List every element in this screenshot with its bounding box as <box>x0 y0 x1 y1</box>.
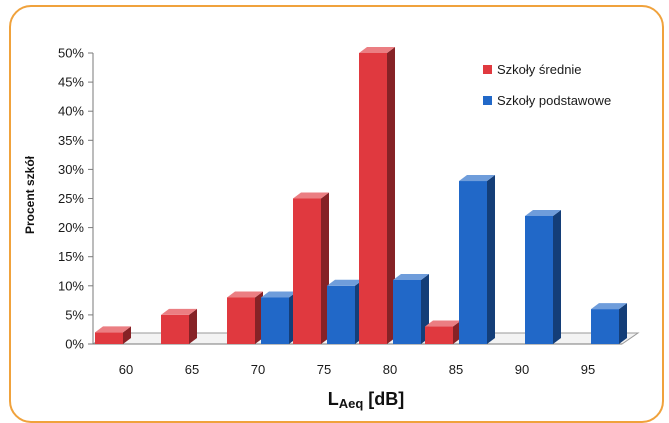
legend-item: Szkoły średnie <box>483 62 582 77</box>
bars <box>95 47 627 344</box>
x-tick-label: 90 <box>515 362 529 377</box>
bar-front <box>95 332 123 344</box>
bar-front <box>327 285 355 344</box>
y-tick-label: 0% <box>65 337 84 352</box>
y-tick-label: 20% <box>58 220 84 235</box>
x-axis-label: LAeq [dB] <box>328 389 405 411</box>
x-tick-label: 75 <box>317 362 331 377</box>
y-tick-label: 35% <box>58 133 84 148</box>
x-tick-label: 70 <box>251 362 265 377</box>
y-tick-label: 50% <box>58 46 84 61</box>
bar-top <box>293 192 329 199</box>
bar-top <box>525 209 561 216</box>
bar-top <box>359 47 395 53</box>
x-axis-label-sub: Aeq <box>339 396 364 411</box>
bar-side <box>487 175 495 344</box>
bar-top <box>459 175 495 182</box>
y-tick-label: 15% <box>58 249 84 264</box>
bar-szkoly-srednie <box>227 291 263 344</box>
bar-top <box>261 291 297 298</box>
y-tick-label: 45% <box>58 75 84 90</box>
x-axis-ticks: 60 65 70 75 80 85 90 95 <box>119 362 595 377</box>
bar-front <box>227 297 255 344</box>
legend: Szkoły średnie Szkoły podstawowe <box>483 62 611 108</box>
bar-front <box>591 309 619 344</box>
bar-szkoly-srednie <box>161 308 197 344</box>
y-tick-label: 30% <box>58 162 84 177</box>
bar-side <box>189 308 197 344</box>
y-axis: 0% 5% 10% 15% 20% 25% 30% 35% 40% 45% 50% <box>58 46 622 352</box>
y-tick-label: 5% <box>65 307 84 322</box>
x-axis-label-main: L <box>328 389 339 409</box>
legend-swatch <box>483 65 492 74</box>
legend-swatch <box>483 96 492 105</box>
bar-top <box>95 326 131 333</box>
bar-szkoly-podstawowe <box>393 273 429 344</box>
legend-label: Szkoły średnie <box>497 62 582 77</box>
bar-top <box>227 291 263 298</box>
x-tick-label: 80 <box>383 362 397 377</box>
bar-szkoly-podstawowe <box>327 279 363 344</box>
bar-front <box>425 326 453 344</box>
bar-side <box>123 326 131 344</box>
bar-top <box>393 273 429 280</box>
bar-top <box>425 320 461 327</box>
y-tick-label: 10% <box>58 278 84 293</box>
bar-front <box>393 279 421 344</box>
y-tick-label: 25% <box>58 191 84 206</box>
bar-front <box>293 198 321 344</box>
x-tick-label: 85 <box>449 362 463 377</box>
bar-front <box>525 215 553 344</box>
bar-side <box>387 47 395 344</box>
x-tick-label: 95 <box>581 362 595 377</box>
bar-side <box>619 303 627 344</box>
legend-label: Szkoły podstawowe <box>497 93 611 108</box>
x-tick-label: 60 <box>119 362 133 377</box>
bar-front <box>359 53 387 344</box>
bar-szkoly-srednie <box>293 192 329 344</box>
y-tick-label: 40% <box>58 104 84 119</box>
bar-front <box>459 181 487 344</box>
bar-side <box>553 209 561 344</box>
bar-szkoly-podstawowe <box>591 303 627 344</box>
x-tick-label: 65 <box>185 362 199 377</box>
y-axis-label: Procent szkół <box>23 155 37 234</box>
x-axis-label-unit: [dB] <box>363 389 404 409</box>
bar-front <box>161 314 189 344</box>
bar-szkoly-srednie <box>359 47 395 344</box>
bar-top <box>161 308 197 315</box>
bar-top <box>327 279 363 286</box>
legend-item: Szkoły podstawowe <box>483 93 611 108</box>
bar-szkoly-srednie <box>425 320 461 344</box>
bar-szkoly-podstawowe <box>459 175 495 344</box>
bar-front <box>261 297 289 344</box>
bar-szkoly-podstawowe <box>525 209 561 344</box>
bar-top <box>591 303 627 310</box>
bar-szkoly-srednie <box>95 326 131 344</box>
bar-szkoly-podstawowe <box>261 291 297 344</box>
